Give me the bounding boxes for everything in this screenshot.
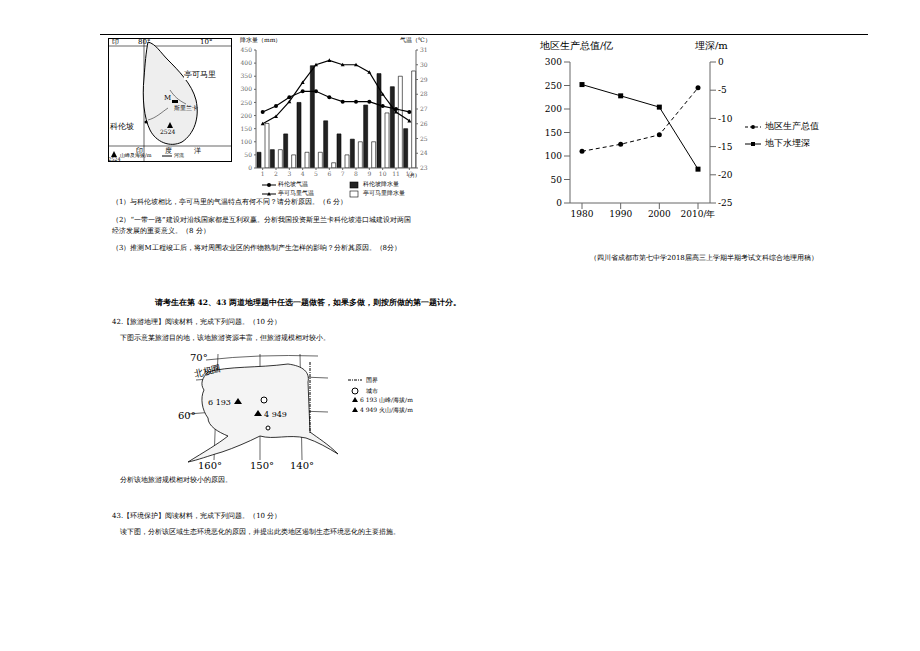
svg-text:8: 8 <box>354 170 358 177</box>
html-text:4 949 火山/海拔/m: 4 949 火山/海拔/m <box>360 406 413 413</box>
svg-text:-5: -5 <box>718 85 727 95</box>
svg-text:0: 0 <box>248 164 252 171</box>
html-text:下图示意某旅游目的地，该地旅游资源丰富，但旅游规模相对较小。: 下图示意某旅游目的地，该地旅游资源丰富，但旅游规模相对较小。 <box>120 334 330 342</box>
html-text:斯里兰卡: 斯里兰卡 <box>174 104 198 111</box>
html-text:150°: 150° <box>250 460 275 471</box>
svg-text:9: 9 <box>367 170 371 177</box>
html-text:科伦坡气温: 科伦坡气温 <box>278 180 308 187</box>
svg-text:4: 4 <box>301 170 305 177</box>
html-text:42.【旅游地理】阅读材料，完成下列问题。（10 分）: 42.【旅游地理】阅读材料，完成下列问题。（10 分） <box>112 318 282 326</box>
html-text:2524: 2524 <box>108 156 121 162</box>
svg-text:200: 200 <box>241 112 253 119</box>
html-text:埋深/m: 埋深/m <box>695 40 728 51</box>
html-text:亭可马里降水量: 亭可马里降水量 <box>363 189 405 196</box>
svg-text:150: 150 <box>241 125 253 132</box>
html-text:(月): (月) <box>408 172 417 178</box>
svg-text:300: 300 <box>241 85 253 92</box>
html-text:经济发展的重要意义。（8 分）: 经济发展的重要意义。（8 分） <box>112 227 210 235</box>
html-text:43.【环境保护】阅读材料，完成下列问题。（10 分）: 43.【环境保护】阅读材料，完成下列问题。（10 分） <box>112 512 282 520</box>
html-text:2524: 2524 <box>160 128 176 135</box>
svg-text:50: 50 <box>244 151 252 158</box>
svg-text:31: 31 <box>420 46 428 53</box>
html-text:降水量（mm）: 降水量（mm） <box>240 36 282 43</box>
html-text:60°: 60° <box>178 410 196 421</box>
svg-text:5: 5 <box>314 170 318 177</box>
html-text:河流: 河流 <box>174 152 184 158</box>
svg-text:25: 25 <box>420 135 428 142</box>
svg-text:24: 24 <box>420 149 428 156</box>
svg-text:30: 30 <box>420 61 428 68</box>
svg-text:100: 100 <box>241 138 253 145</box>
svg-text:-15: -15 <box>718 142 733 152</box>
svg-text:6: 6 <box>327 170 331 177</box>
svg-text:250: 250 <box>241 99 253 106</box>
html-text:科伦坡: 科伦坡 <box>110 122 134 131</box>
svg-text:26: 26 <box>420 120 428 127</box>
html-text:80°: 80° <box>138 38 151 46</box>
html-text:（2）“一带一路”建设对沿线国家都是互利双赢。分析我国投资斯: （2）“一带一路”建设对沿线国家都是互利双赢。分析我国投资斯里兰卡科伦坡港口城建… <box>112 216 411 224</box>
html-text:分析该地旅游规模相对较小的原因。: 分析该地旅游规模相对较小的原因。 <box>120 476 232 484</box>
html-text:10°: 10° <box>200 38 213 46</box>
html-text:160°: 160° <box>198 460 223 471</box>
svg-text:450: 450 <box>241 46 253 53</box>
html-text:地下水埋深: 地下水埋深 <box>765 138 810 148</box>
svg-text:-25: -25 <box>718 198 733 208</box>
html-text:70°: 70° <box>190 352 208 363</box>
svg-text:350: 350 <box>241 72 253 79</box>
svg-text:150: 150 <box>545 128 562 138</box>
html-text:（四川省成都市第七中学2018届高三上学期半期考试文科综合地: （四川省成都市第七中学2018届高三上学期半期考试文科综合地理用稿） <box>590 254 818 262</box>
svg-text:0: 0 <box>556 198 562 208</box>
html-text:6 193 山峰/海拔/m: 6 193 山峰/海拔/m <box>360 396 413 403</box>
svg-text:200: 200 <box>545 104 562 114</box>
html-text:M: M <box>164 94 172 102</box>
html-text:地区生产总值/亿: 地区生产总值/亿 <box>540 40 614 51</box>
html-text:印: 印 <box>112 38 119 46</box>
svg-text:100: 100 <box>545 151 562 161</box>
svg-text:2000: 2000 <box>648 209 671 219</box>
svg-text:2010/年: 2010/年 <box>681 209 716 219</box>
svg-text:11: 11 <box>392 170 400 177</box>
html-text:国界: 国界 <box>366 376 378 383</box>
html-text:亭可马里: 亭可马里 <box>184 70 216 79</box>
svg-text:7: 7 <box>341 170 345 177</box>
svg-text:2: 2 <box>274 170 278 177</box>
html-text:读下图，分析该区域生态环境恶化的原因，并提出此类地区遏制生态: 读下图，分析该区域生态环境恶化的原因，并提出此类地区遏制生态环境恶化的主要措施。 <box>120 528 400 536</box>
svg-text:10: 10 <box>379 170 387 177</box>
svg-text:28: 28 <box>420 90 428 97</box>
svg-text:1990: 1990 <box>609 209 632 219</box>
html-text:地区生产总值: 地区生产总值 <box>765 121 819 131</box>
html-text:4 949: 4 949 <box>264 410 287 419</box>
svg-text:23: 23 <box>420 164 428 171</box>
html-text:北极圈: 北极圈 <box>193 363 222 379</box>
svg-text:1: 1 <box>261 170 265 177</box>
html-text:6 193: 6 193 <box>208 398 231 407</box>
svg-text:1980: 1980 <box>571 209 594 219</box>
html-text:（3）推测M工程竣工后，将对周围农业区的作物熟制产生怎样的影: （3）推测M工程竣工后，将对周围农业区的作物熟制产生怎样的影响？分析其原因。（8… <box>112 244 402 252</box>
svg-text:250: 250 <box>545 81 562 91</box>
svg-text:0: 0 <box>718 57 724 67</box>
html-text:亭可马里气温: 亭可马里气温 <box>278 189 314 196</box>
html-text:（1）与科伦坡相比，亭可马里的气温特点有何不同？请分析原因。: （1）与科伦坡相比，亭可马里的气温特点有何不同？请分析原因。（6 分） <box>112 198 348 206</box>
svg-text:400: 400 <box>241 59 253 66</box>
html-text:140°: 140° <box>290 460 315 471</box>
html-text:请考生在第 42、43 两道地理题中任选一题做答，如果多做，: 请考生在第 42、43 两道地理题中任选一题做答，如果多做，则按所做的第一题计分… <box>155 298 462 307</box>
svg-text:3: 3 <box>287 170 291 177</box>
svg-text:29: 29 <box>420 76 428 83</box>
html-text:城市: 城市 <box>366 387 378 394</box>
svg-text:27: 27 <box>420 105 428 112</box>
html-text:山峰及海拔/m: 山峰及海拔/m <box>120 152 152 158</box>
html-text:印 度 洋: 印 度 洋 <box>136 147 212 155</box>
html-text:气温（℃）: 气温（℃） <box>400 36 431 43</box>
html-text:科伦坡降水量: 科伦坡降水量 <box>363 180 399 187</box>
svg-text:50: 50 <box>551 175 563 185</box>
svg-text:300: 300 <box>545 57 562 67</box>
svg-text:-20: -20 <box>718 170 733 180</box>
svg-text:-10: -10 <box>718 114 733 124</box>
